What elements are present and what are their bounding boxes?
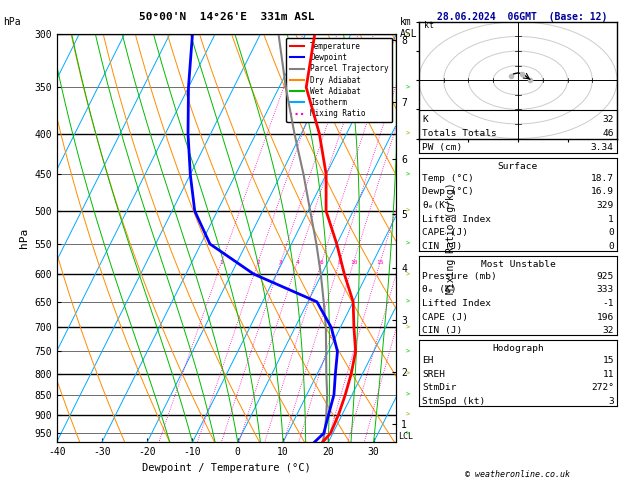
Text: 4: 4 <box>296 260 299 265</box>
Text: >: > <box>406 208 409 214</box>
X-axis label: Dewpoint / Temperature (°C): Dewpoint / Temperature (°C) <box>142 463 311 473</box>
Text: EH: EH <box>422 356 433 365</box>
Text: Most Unstable: Most Unstable <box>481 260 555 269</box>
Text: 32: 32 <box>603 115 614 124</box>
Text: © weatheronline.co.uk: © weatheronline.co.uk <box>465 469 571 479</box>
Text: 15: 15 <box>603 356 614 365</box>
Text: StmSpd (kt): StmSpd (kt) <box>422 397 486 406</box>
Text: 0: 0 <box>608 228 614 237</box>
Text: Lifted Index: Lifted Index <box>422 299 491 308</box>
Text: >: > <box>406 371 409 377</box>
Text: km
ASL: km ASL <box>399 17 417 38</box>
Text: 8: 8 <box>338 260 341 265</box>
Text: 10: 10 <box>350 260 357 265</box>
Text: Dewp (°C): Dewp (°C) <box>422 188 474 196</box>
Text: 3.34: 3.34 <box>591 142 614 152</box>
Text: 18.7: 18.7 <box>591 174 614 183</box>
Text: CAPE (J): CAPE (J) <box>422 312 468 322</box>
Text: 333: 333 <box>597 285 614 295</box>
Text: θₑ(K): θₑ(K) <box>422 201 451 210</box>
Text: CIN (J): CIN (J) <box>422 326 462 335</box>
Text: 6: 6 <box>320 260 323 265</box>
Text: >: > <box>406 325 409 330</box>
Text: >: > <box>406 85 409 90</box>
Text: >: > <box>406 348 409 354</box>
Text: 15: 15 <box>376 260 384 265</box>
Text: 0: 0 <box>608 242 614 251</box>
Text: 50°00'N  14°26'E  331m ASL: 50°00'N 14°26'E 331m ASL <box>138 12 314 22</box>
Text: >: > <box>406 271 409 277</box>
Text: K: K <box>422 115 428 124</box>
Text: LCL: LCL <box>398 433 413 441</box>
Text: 196: 196 <box>597 312 614 322</box>
Legend: Temperature, Dewpoint, Parcel Trajectory, Dry Adiabat, Wet Adiabat, Isotherm, Mi: Temperature, Dewpoint, Parcel Trajectory… <box>286 38 392 122</box>
Text: θₑ (K): θₑ (K) <box>422 285 457 295</box>
Text: >: > <box>406 430 409 436</box>
Text: >: > <box>406 392 409 398</box>
Text: 2: 2 <box>256 260 260 265</box>
Text: 3: 3 <box>279 260 282 265</box>
Text: 1: 1 <box>220 260 223 265</box>
Y-axis label: hPa: hPa <box>19 228 28 248</box>
Text: 32: 32 <box>603 326 614 335</box>
Text: 3: 3 <box>608 397 614 406</box>
Text: >: > <box>406 412 409 417</box>
Text: 11: 11 <box>603 370 614 379</box>
Text: Totals Totals: Totals Totals <box>422 129 497 138</box>
Text: -1: -1 <box>603 299 614 308</box>
Text: PW (cm): PW (cm) <box>422 142 462 152</box>
Text: Hodograph: Hodograph <box>492 345 544 353</box>
Text: 28.06.2024  06GMT  (Base: 12): 28.06.2024 06GMT (Base: 12) <box>437 12 607 22</box>
Text: 925: 925 <box>597 272 614 281</box>
Text: Surface: Surface <box>498 162 538 171</box>
Text: SREH: SREH <box>422 370 445 379</box>
Text: >: > <box>406 31 409 37</box>
Text: Pressure (mb): Pressure (mb) <box>422 272 497 281</box>
Text: hPa: hPa <box>3 17 21 27</box>
Y-axis label: Mixing Ratio (g/kg): Mixing Ratio (g/kg) <box>446 182 456 294</box>
Text: 329: 329 <box>597 201 614 210</box>
Text: StmDir: StmDir <box>422 383 457 392</box>
Text: kt: kt <box>424 21 434 30</box>
Text: >: > <box>406 172 409 177</box>
Text: 272°: 272° <box>591 383 614 392</box>
Text: CIN (J): CIN (J) <box>422 242 462 251</box>
Text: Lifted Index: Lifted Index <box>422 215 491 224</box>
Text: >: > <box>406 131 409 137</box>
Text: 46: 46 <box>603 129 614 138</box>
Text: 1: 1 <box>608 215 614 224</box>
Text: 16.9: 16.9 <box>591 188 614 196</box>
Text: >: > <box>406 299 409 305</box>
Text: >: > <box>406 241 409 247</box>
Text: CAPE (J): CAPE (J) <box>422 228 468 237</box>
Text: Temp (°C): Temp (°C) <box>422 174 474 183</box>
